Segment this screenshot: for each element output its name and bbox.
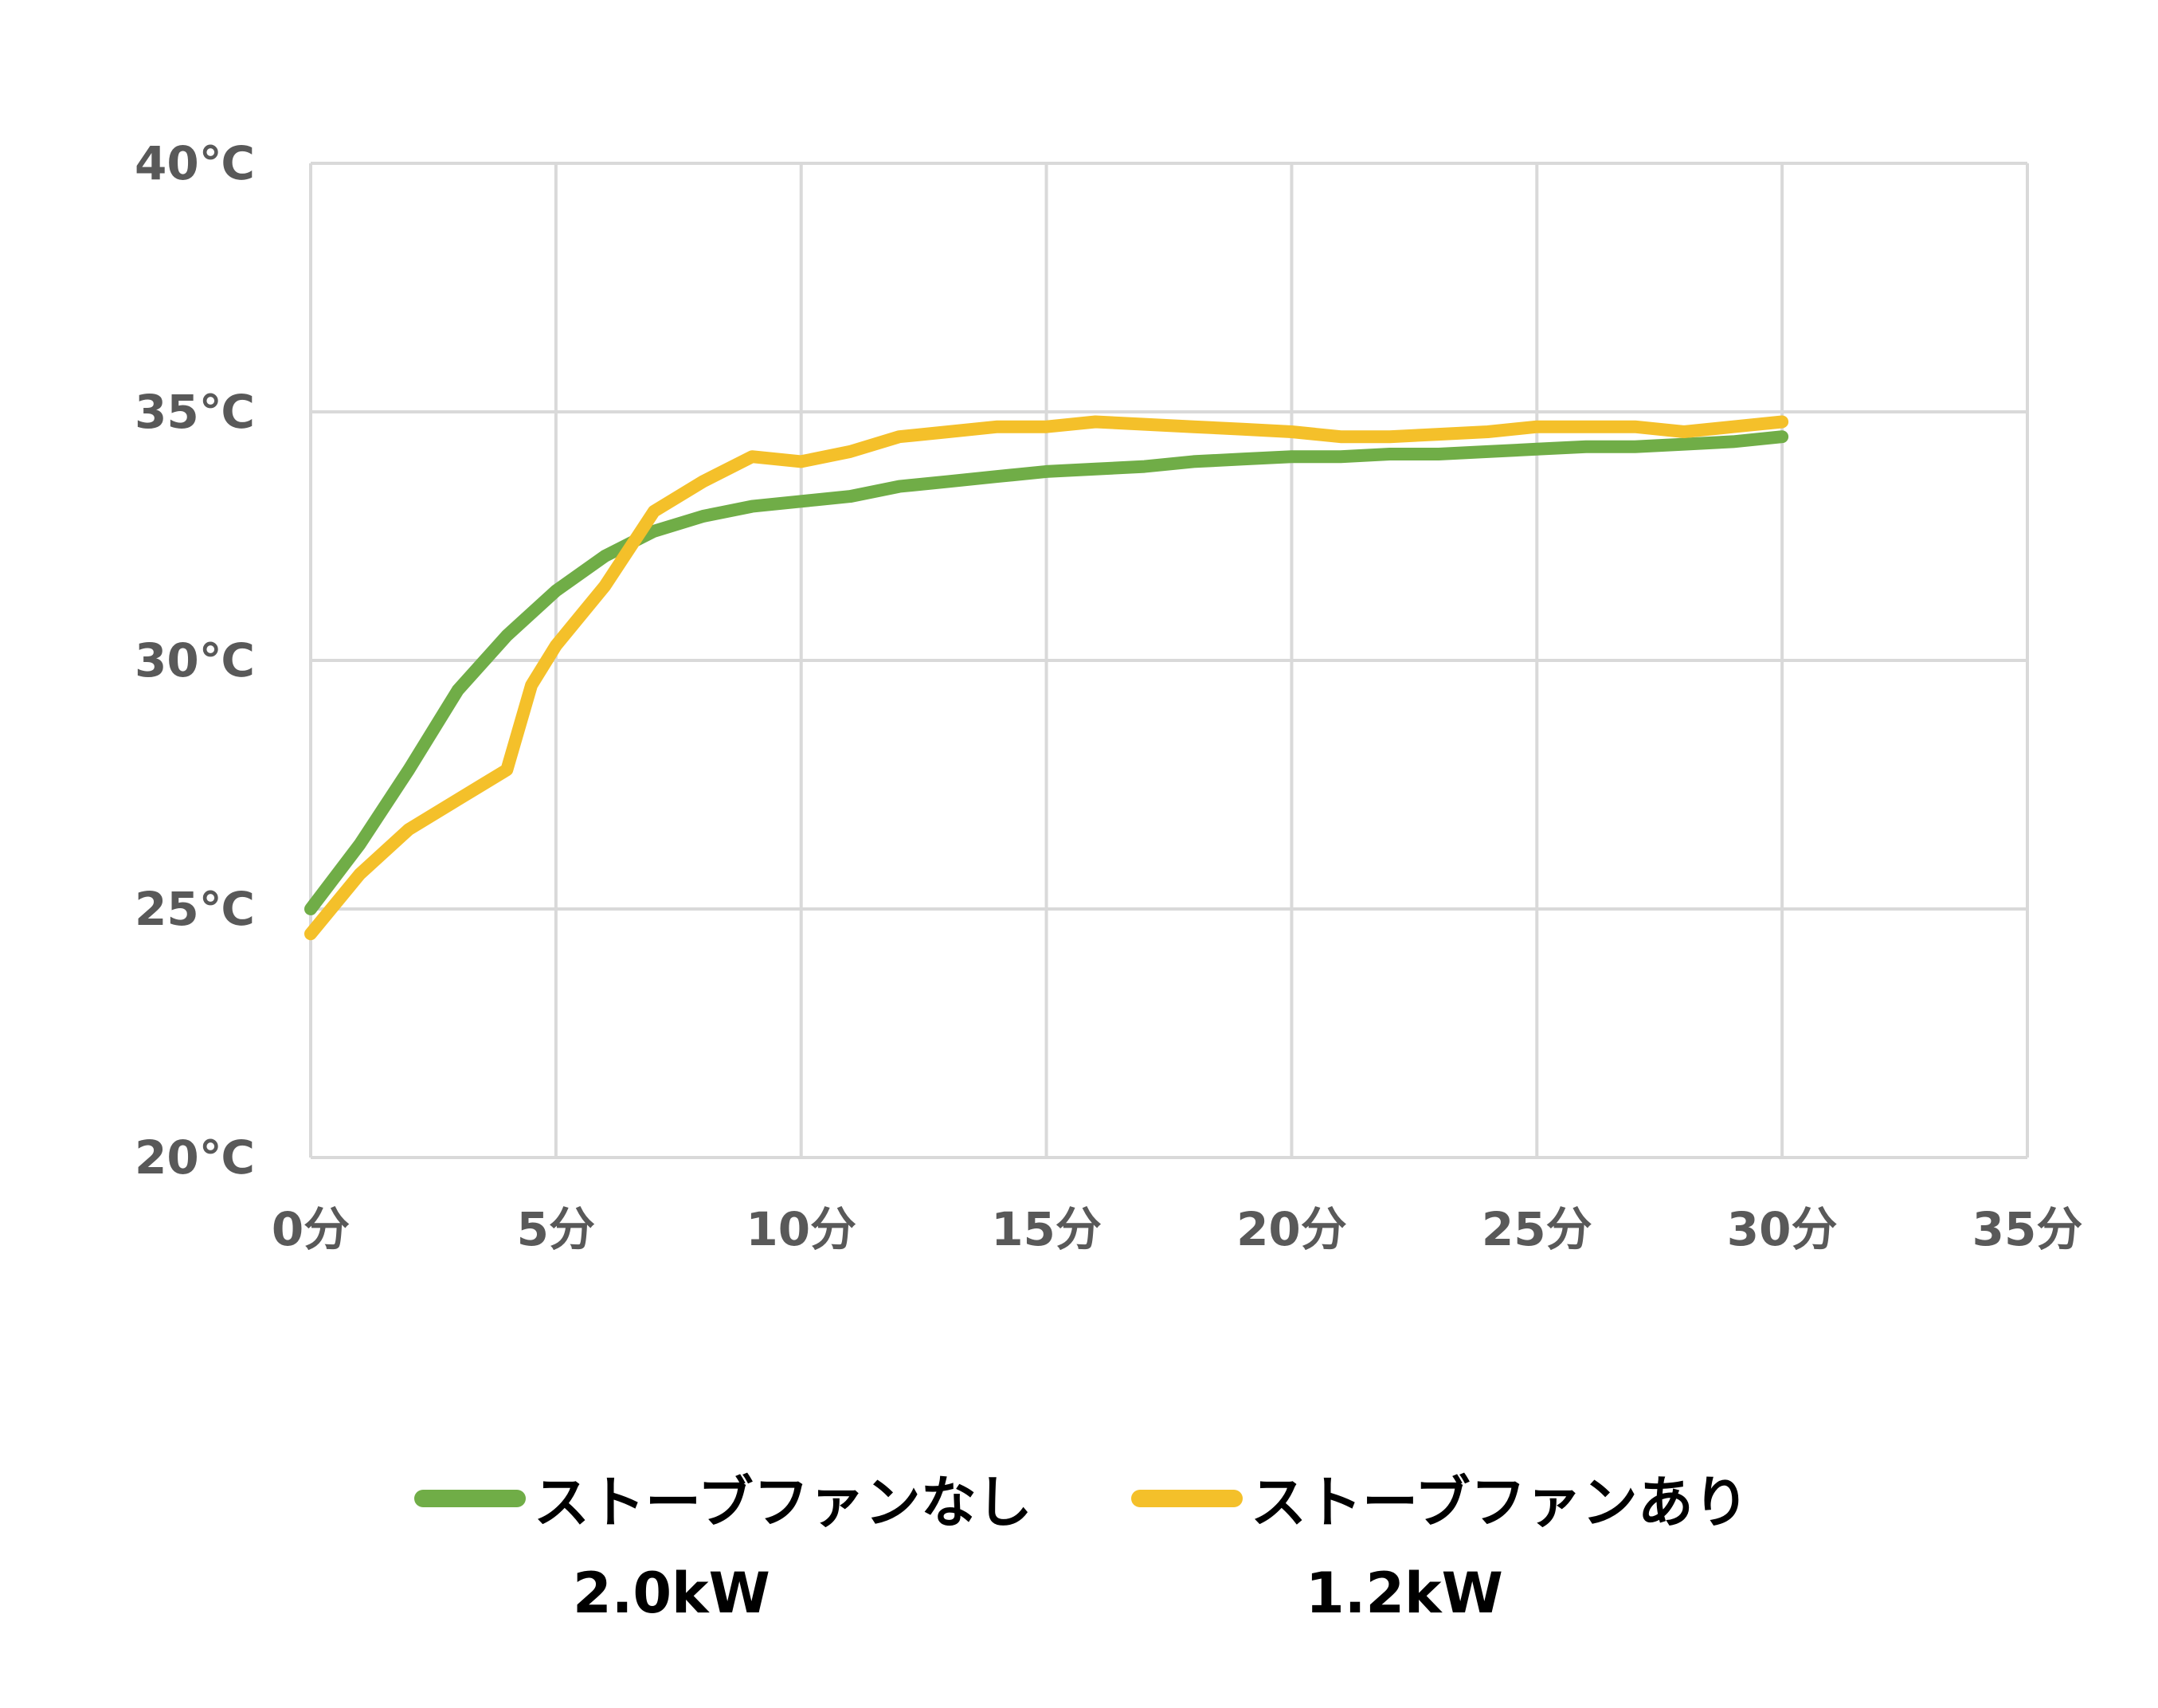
y-tick-label: 40℃: [135, 136, 255, 190]
y-tick-label: 25℃: [135, 882, 255, 936]
x-tick-label: 0分: [272, 1202, 350, 1256]
y-tick-label: 30℃: [135, 633, 255, 688]
legend-sublabel-with-fan: 1.2kW: [1306, 1561, 1503, 1626]
y-tick-label: 35℃: [135, 385, 255, 439]
legend: ストーブファンなし 2.0kW ストーブファンあり 1.2kW: [0, 1458, 2158, 1665]
series-lines: [304, 415, 1789, 941]
legend-swatch-with-fan: [1131, 1489, 1243, 1507]
legend-label-with-fan: ストーブファンあり: [1251, 1470, 1749, 1535]
line-chart: 20℃ 25℃ 30℃ 35℃ 40℃ 0分 5分 10分 15分 20分 25分 30分 35分: [135, 136, 2082, 1256]
series-line-with-fan: [304, 415, 1789, 941]
gridlines: [309, 162, 2029, 1159]
x-tick-label: 35分: [1972, 1202, 2083, 1256]
legend-swatch-no-fan: [414, 1489, 526, 1507]
legend-label-no-fan: ストーブファンなし: [534, 1470, 1032, 1535]
legend-sublabel-no-fan: 2.0kW: [573, 1561, 770, 1626]
y-tick-label: 20℃: [135, 1130, 255, 1185]
series-line-no-fan: [304, 430, 1789, 915]
legend-item-with-fan: ストーブファンあり 1.2kW: [1131, 1458, 1749, 1626]
x-tick-label: 30分: [1727, 1202, 1838, 1256]
legend-item-no-fan: ストーブファンなし 2.0kW: [414, 1458, 1032, 1626]
x-tick-label: 10分: [746, 1202, 856, 1256]
x-tick-label: 20分: [1236, 1202, 1347, 1256]
x-tick-label: 5分: [517, 1202, 595, 1256]
x-tick-label: 25分: [1482, 1202, 1592, 1256]
tick-labels: 20℃ 25℃ 30℃ 35℃ 40℃ 0分 5分 10分 15分 20分 25分 30分 35分: [135, 136, 2082, 1256]
x-tick-label: 15分: [991, 1202, 1102, 1256]
